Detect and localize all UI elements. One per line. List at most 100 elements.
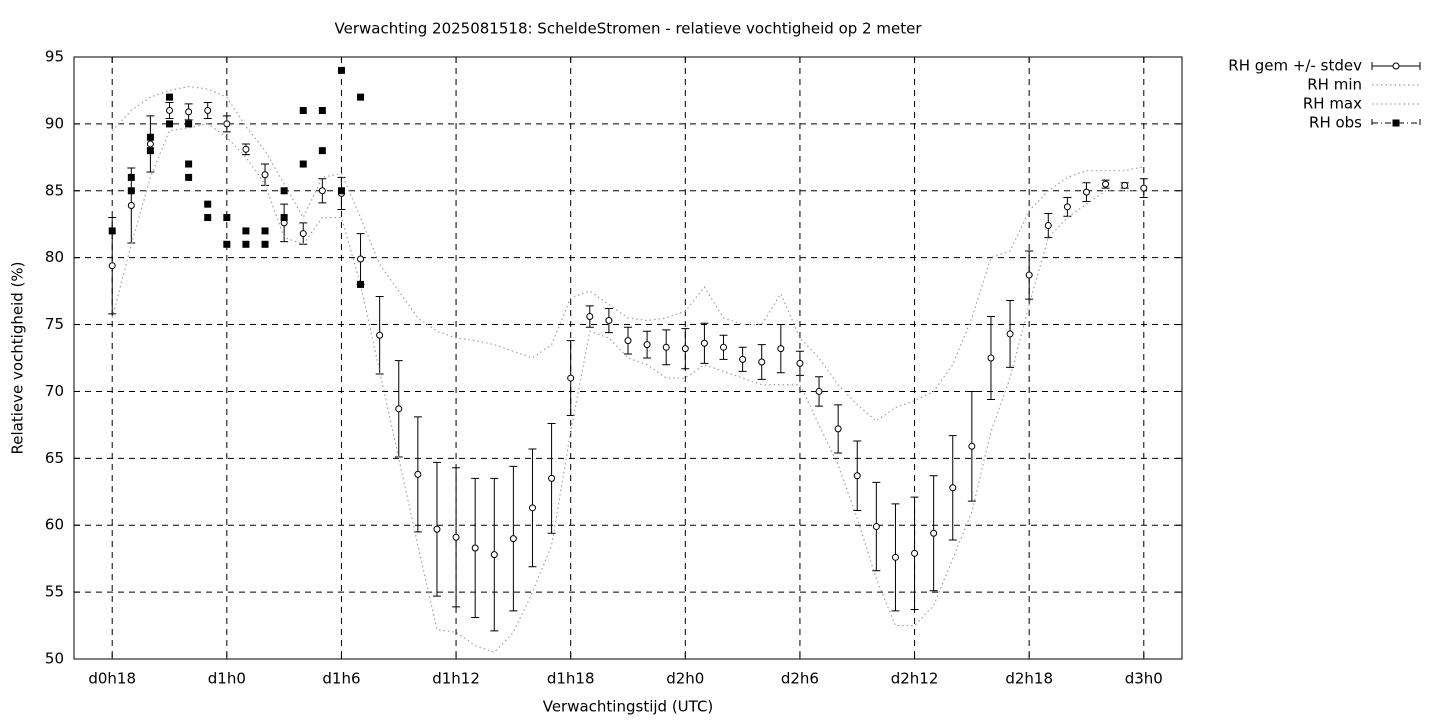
mean-point (872, 523, 880, 531)
obs-point (185, 120, 193, 128)
mean-point (204, 107, 212, 115)
mean-point (586, 313, 594, 321)
obs-point (318, 147, 326, 155)
legend-sample (1371, 119, 1421, 127)
x-tick-label: d1h12 (432, 670, 480, 688)
mean-point (146, 140, 154, 148)
mean-point (853, 472, 861, 480)
obs-point (204, 214, 212, 222)
mean-point (1006, 330, 1014, 338)
obs-point (299, 107, 307, 115)
x-tick-label: d3h0 (1125, 670, 1163, 688)
mean-point (471, 544, 479, 552)
mean-point (662, 343, 670, 351)
mean-point (987, 354, 995, 362)
mean-point (185, 108, 193, 116)
y-tick-label: 75 (45, 315, 64, 333)
y-tick-label: 70 (45, 382, 64, 400)
mean-point (1025, 271, 1033, 279)
mean-point (528, 504, 536, 512)
obs-point (185, 173, 193, 181)
legend-sample (1392, 62, 1400, 70)
legend-label: RH gem +/- stdev (1228, 57, 1362, 75)
obs-point (127, 187, 135, 195)
mean-point (681, 345, 689, 353)
obs-point (166, 93, 174, 101)
mean-point (127, 201, 135, 209)
mean-point (968, 442, 976, 450)
mean-point (395, 405, 403, 413)
y-axis-label: Relatieve vochtigheid (%) (9, 261, 27, 454)
mean-point (930, 529, 938, 537)
obs-point (185, 160, 193, 168)
y-tick-label: 65 (45, 449, 64, 467)
mean-point (223, 120, 231, 128)
y-tick-label: 50 (45, 650, 64, 668)
obs-point (146, 147, 154, 155)
obs-point (242, 227, 250, 235)
y-tick-label: 85 (45, 181, 64, 199)
mean-point (1044, 222, 1052, 230)
mean-point (700, 339, 708, 347)
obs-point (337, 187, 345, 195)
mean-point (548, 474, 556, 482)
y-tick-label: 80 (45, 248, 64, 266)
mean-point (739, 355, 747, 363)
x-tick-label: d2h0 (666, 670, 704, 688)
obs-point (223, 214, 231, 222)
obs-point (318, 107, 326, 115)
mean-point (758, 358, 766, 366)
obs-point (357, 280, 365, 288)
mean-point (796, 359, 804, 367)
obs-point (280, 214, 288, 222)
y-tick-label: 60 (45, 516, 64, 534)
mean-point (643, 341, 651, 349)
rh-line (111, 85, 1144, 422)
mean-point (567, 374, 575, 382)
mean-point (376, 331, 384, 339)
obs-point (242, 240, 250, 248)
obs-point (261, 240, 269, 248)
mean-point (414, 470, 422, 478)
mean-point (1063, 203, 1071, 211)
mean-point (108, 262, 116, 270)
obs-point (337, 66, 345, 74)
x-tick-label: d2h18 (1005, 670, 1053, 688)
obs-point (299, 160, 307, 168)
mean-point (433, 525, 441, 533)
obs-point (261, 227, 269, 235)
legend-label: RH obs (1309, 114, 1362, 132)
mean-point (720, 343, 728, 351)
mean-point (777, 345, 785, 353)
mean-point (949, 484, 957, 492)
x-axis-label: Verwachtingstijd (UTC) (543, 698, 714, 716)
chart-title: Verwachting 2025081518: ScheldeStromen -… (335, 20, 923, 38)
obs-point (223, 240, 231, 248)
x-tick-label: d1h6 (322, 670, 360, 688)
mean-point (1121, 181, 1129, 189)
mean-point (605, 317, 613, 325)
mean-point (490, 551, 498, 559)
mean-point (242, 145, 250, 153)
obs-point (204, 200, 212, 208)
legend-label: RH min (1307, 76, 1362, 94)
legend-sample (1392, 119, 1400, 127)
mean-point (166, 107, 174, 115)
obs-point (166, 120, 174, 128)
mean-point (261, 171, 269, 179)
x-tick-label: d0h18 (88, 670, 136, 688)
mean-point (1082, 188, 1090, 196)
mean-point (318, 187, 326, 195)
mean-point (911, 549, 919, 557)
x-tick-label: d2h6 (781, 670, 819, 688)
x-tick-label: d2h12 (891, 670, 939, 688)
mean-point (299, 230, 307, 238)
obs-point (108, 227, 116, 235)
mean-point (357, 255, 365, 263)
obs-point (146, 133, 154, 141)
x-tick-label: d1h0 (208, 670, 246, 688)
mean-point (834, 425, 842, 433)
obs-point (357, 93, 365, 101)
legend-label: RH max (1303, 95, 1362, 113)
